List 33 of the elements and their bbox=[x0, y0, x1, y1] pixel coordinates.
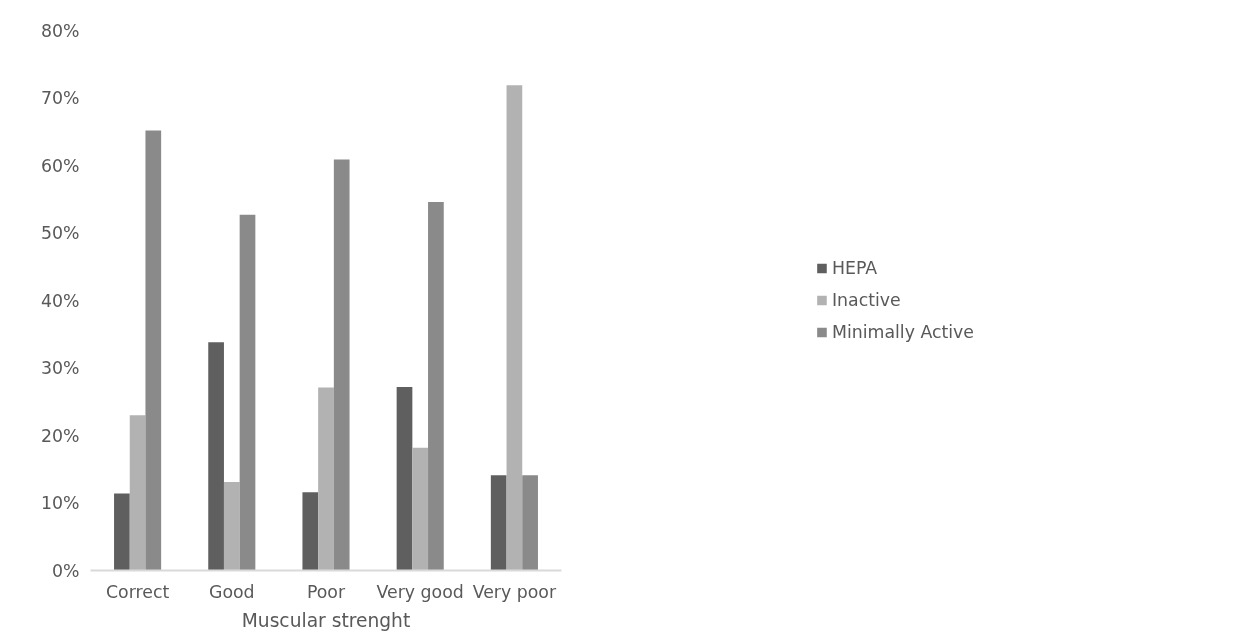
legend-label: Inactive bbox=[831, 290, 901, 310]
bar bbox=[223, 482, 240, 571]
bar bbox=[490, 475, 507, 571]
x-tick-label: Good bbox=[208, 581, 255, 602]
legend-label: HEPA bbox=[831, 258, 878, 278]
y-tick-label: 50% bbox=[40, 223, 80, 243]
x-tick-label: Correct bbox=[105, 581, 170, 602]
bar bbox=[129, 415, 146, 571]
bar bbox=[318, 387, 334, 571]
y-tick-label: 40% bbox=[40, 290, 80, 311]
y-tick-label: 80% bbox=[40, 20, 80, 41]
y-tick-label: 70% bbox=[40, 88, 80, 108]
bar bbox=[239, 214, 256, 571]
x-tick-label: Very poor bbox=[472, 581, 557, 602]
bar bbox=[145, 130, 162, 571]
bar bbox=[522, 475, 538, 571]
y-tick-label: 10% bbox=[40, 493, 80, 513]
bar bbox=[208, 342, 224, 571]
bar bbox=[396, 386, 413, 571]
bar bbox=[302, 492, 319, 571]
y-tick-label: 20% bbox=[40, 425, 80, 446]
y-tick-label: 30% bbox=[40, 358, 80, 378]
y-tick-label: 60% bbox=[40, 155, 80, 176]
legend-label: Minimally Active bbox=[831, 322, 975, 342]
bar bbox=[333, 159, 350, 571]
x-tick-label: Poor bbox=[306, 581, 346, 602]
bar bbox=[114, 493, 130, 571]
y-tick-label: 0% bbox=[52, 560, 80, 581]
bar bbox=[428, 201, 444, 571]
bar bbox=[412, 447, 429, 571]
x-axis-title: Muscular strenght bbox=[241, 609, 411, 631]
bar bbox=[506, 85, 523, 571]
x-tick-label: Very good bbox=[376, 581, 464, 602]
